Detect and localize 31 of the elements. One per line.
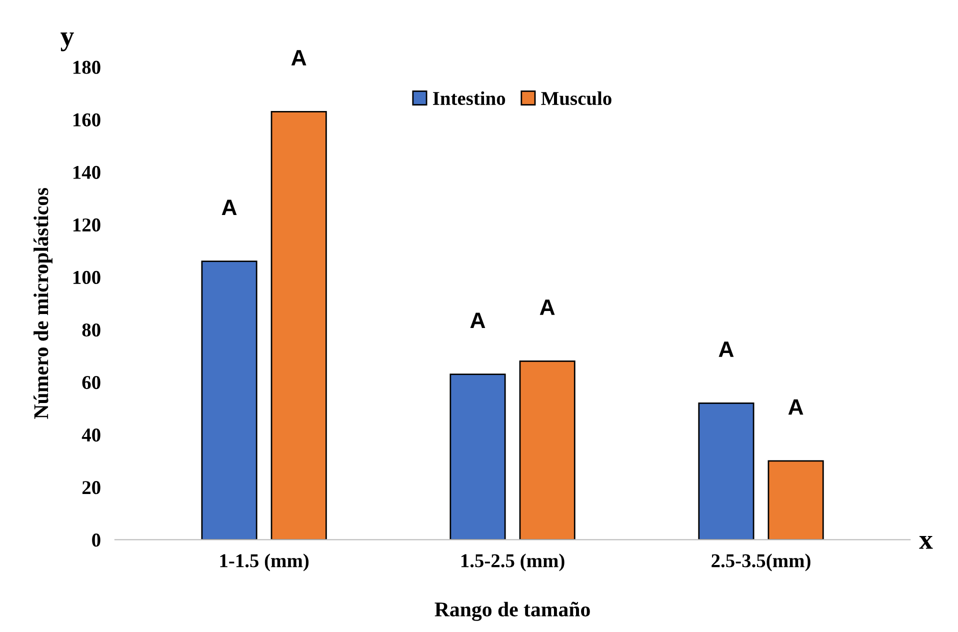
annotation: A [718, 342, 734, 357]
x-tick-label: 1-1.5 (mm) [220, 554, 309, 572]
x-axis-title: Rango de tamaño [434, 602, 590, 621]
text: A [291, 50, 306, 66]
annotation: A [788, 399, 804, 415]
annotation: A [540, 300, 555, 315]
bar [768, 460, 824, 540]
y-tick-label: 100 [73, 270, 100, 284]
y-tick-label: 40 [82, 428, 100, 442]
x-tick-label: 1.5-2.5 (mm) [461, 554, 564, 572]
bar [270, 110, 327, 540]
text: x [919, 536, 933, 549]
bar [519, 360, 576, 540]
x-tick-label: 2.5-3.5(mm) [712, 554, 810, 572]
y-tick-label: 20 [82, 481, 100, 494]
y-tick-label: 180 [73, 60, 100, 74]
y-tick-label: 160 [73, 113, 100, 126]
bar [201, 260, 258, 540]
legend-label: Intestino [433, 91, 506, 106]
y-tick-label: 80 [82, 323, 100, 337]
y-tick-label: 120 [73, 218, 100, 232]
bar [450, 374, 506, 540]
text: y [60, 32, 74, 52]
annotation: A [470, 312, 486, 328]
y-tick-label: 60 [82, 376, 100, 390]
y-tick-label: 0 [92, 534, 100, 547]
y-axis-title: Número de microplásticos [34, 188, 52, 419]
y-tick-label: 140 [73, 166, 100, 179]
bar [698, 402, 754, 540]
legend-label: Musculo [541, 91, 612, 106]
annotation: A [222, 200, 237, 216]
